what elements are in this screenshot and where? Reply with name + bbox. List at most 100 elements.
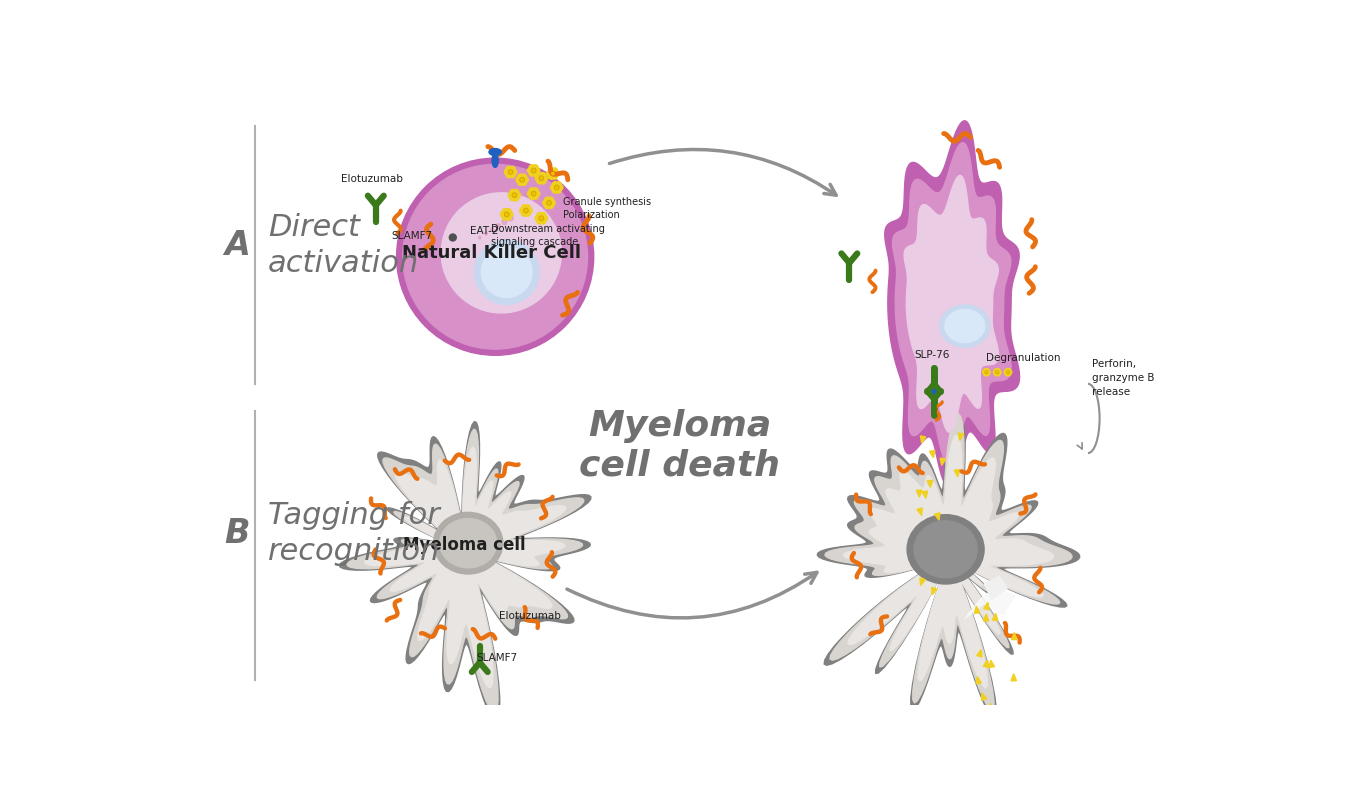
- Ellipse shape: [986, 371, 987, 373]
- Ellipse shape: [502, 215, 508, 220]
- Ellipse shape: [540, 217, 543, 219]
- Ellipse shape: [505, 212, 509, 216]
- Ellipse shape: [502, 219, 506, 224]
- Ellipse shape: [552, 181, 558, 187]
- Ellipse shape: [527, 208, 532, 213]
- Ellipse shape: [529, 170, 535, 176]
- Text: Elotuzumab: Elotuzumab: [341, 174, 403, 184]
- Text: B: B: [224, 517, 249, 550]
- Polygon shape: [365, 447, 566, 687]
- Ellipse shape: [532, 165, 537, 170]
- Ellipse shape: [532, 169, 536, 173]
- Ellipse shape: [442, 192, 562, 313]
- Ellipse shape: [537, 212, 543, 218]
- Polygon shape: [983, 661, 989, 668]
- Ellipse shape: [513, 189, 519, 195]
- Ellipse shape: [403, 164, 587, 349]
- Ellipse shape: [551, 171, 555, 176]
- Polygon shape: [920, 436, 925, 444]
- Text: Elotuzumab: Elotuzumab: [498, 611, 560, 621]
- Ellipse shape: [555, 186, 558, 188]
- Ellipse shape: [552, 168, 558, 173]
- Ellipse shape: [496, 224, 500, 228]
- Ellipse shape: [508, 169, 513, 174]
- Ellipse shape: [540, 177, 543, 180]
- Ellipse shape: [532, 194, 537, 200]
- Polygon shape: [954, 470, 959, 477]
- Ellipse shape: [544, 203, 550, 208]
- Ellipse shape: [556, 188, 562, 193]
- Ellipse shape: [994, 368, 998, 372]
- Ellipse shape: [521, 178, 524, 181]
- Ellipse shape: [478, 236, 481, 238]
- Ellipse shape: [520, 208, 525, 213]
- Ellipse shape: [528, 191, 533, 196]
- Ellipse shape: [515, 192, 520, 198]
- Polygon shape: [964, 588, 1014, 619]
- Ellipse shape: [520, 177, 524, 182]
- Ellipse shape: [529, 188, 535, 193]
- Polygon shape: [986, 703, 991, 711]
- Ellipse shape: [929, 386, 939, 397]
- Text: Myeloma
cell death: Myeloma cell death: [579, 409, 780, 482]
- Text: SLAMF7: SLAMF7: [475, 653, 517, 663]
- Ellipse shape: [550, 200, 555, 206]
- Ellipse shape: [535, 215, 540, 221]
- Polygon shape: [940, 523, 946, 530]
- Polygon shape: [995, 720, 1001, 727]
- Polygon shape: [932, 550, 938, 558]
- Ellipse shape: [506, 172, 512, 177]
- Ellipse shape: [450, 234, 457, 241]
- Polygon shape: [929, 451, 935, 458]
- Ellipse shape: [513, 194, 516, 196]
- Polygon shape: [989, 661, 994, 668]
- Ellipse shape: [548, 197, 554, 203]
- Polygon shape: [951, 567, 958, 575]
- Text: Downstream activating
signaling cascade: Downstream activating signaling cascade: [492, 224, 605, 247]
- Ellipse shape: [506, 166, 512, 172]
- Ellipse shape: [521, 174, 527, 180]
- Polygon shape: [1012, 633, 1017, 640]
- Polygon shape: [339, 421, 591, 719]
- Ellipse shape: [505, 215, 511, 220]
- Ellipse shape: [548, 203, 554, 208]
- Ellipse shape: [505, 208, 511, 214]
- Ellipse shape: [529, 165, 535, 170]
- Polygon shape: [950, 558, 955, 565]
- Ellipse shape: [508, 192, 513, 198]
- Ellipse shape: [944, 310, 985, 343]
- Ellipse shape: [1005, 368, 1009, 372]
- Polygon shape: [982, 693, 987, 700]
- Ellipse shape: [532, 188, 537, 193]
- Polygon shape: [893, 143, 1012, 466]
- Polygon shape: [1001, 741, 1006, 748]
- Polygon shape: [920, 578, 925, 585]
- Ellipse shape: [541, 175, 547, 181]
- Polygon shape: [940, 458, 946, 466]
- Ellipse shape: [521, 205, 527, 211]
- Text: Perforin,
granzyme B
release: Perforin, granzyme B release: [1092, 360, 1154, 398]
- Ellipse shape: [983, 368, 987, 372]
- Polygon shape: [985, 577, 1008, 600]
- Ellipse shape: [915, 521, 977, 578]
- Ellipse shape: [539, 176, 543, 181]
- Ellipse shape: [528, 168, 533, 173]
- Ellipse shape: [1006, 371, 1009, 374]
- Polygon shape: [916, 490, 921, 497]
- Ellipse shape: [907, 515, 985, 584]
- Polygon shape: [983, 614, 989, 621]
- Polygon shape: [977, 649, 982, 657]
- Ellipse shape: [997, 368, 999, 372]
- Polygon shape: [932, 588, 936, 595]
- Ellipse shape: [439, 519, 497, 568]
- Polygon shape: [348, 429, 583, 712]
- Ellipse shape: [540, 178, 546, 184]
- Ellipse shape: [532, 170, 537, 176]
- Ellipse shape: [1008, 368, 1010, 372]
- Text: EAT-2: EAT-2: [470, 226, 498, 236]
- Ellipse shape: [1004, 371, 1008, 374]
- Ellipse shape: [1005, 372, 1009, 376]
- Ellipse shape: [540, 219, 546, 224]
- Ellipse shape: [525, 211, 531, 216]
- Ellipse shape: [509, 172, 515, 177]
